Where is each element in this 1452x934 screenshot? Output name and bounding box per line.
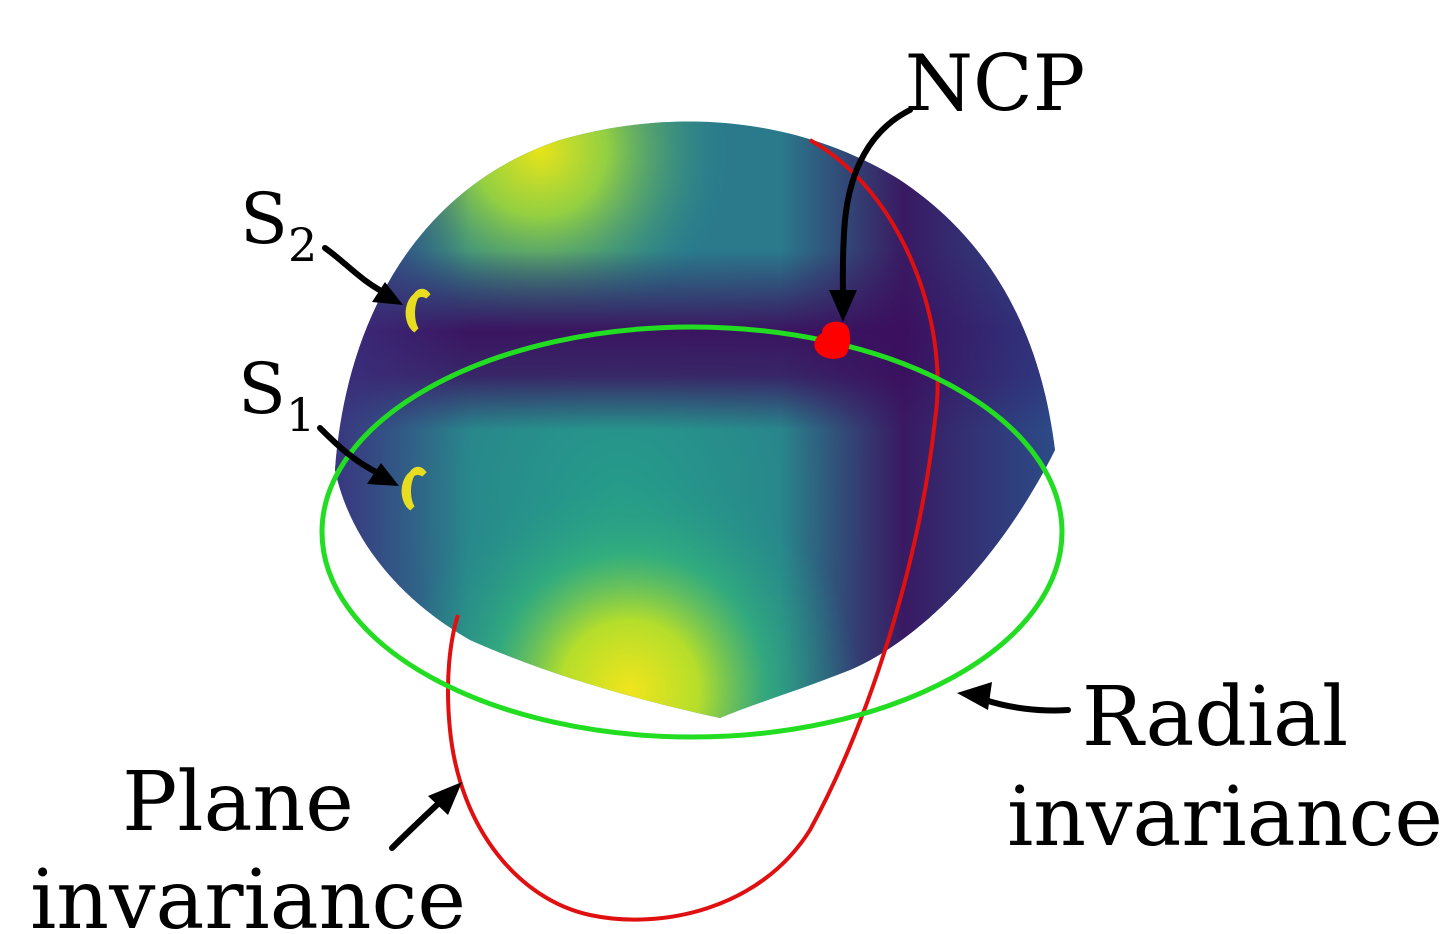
label-radial-line2: invariance	[1007, 770, 1443, 865]
sample-point-s2	[405, 288, 431, 333]
label-ncp: NCP	[905, 39, 1085, 129]
label-radial-line1: Radial	[1082, 670, 1348, 765]
hemisphere-surface	[335, 121, 1055, 718]
arrows	[317, 107, 1071, 851]
arrowhead-radial	[957, 682, 992, 710]
label-s2: S2	[240, 178, 317, 272]
label-s2-sub: 2	[288, 218, 317, 272]
label-plane-line1: Plane	[122, 755, 354, 850]
arrowhead-plane	[428, 782, 462, 815]
arrowhead-ncp	[829, 290, 857, 322]
arrow-plane	[389, 799, 443, 851]
label-s1: S1	[238, 348, 315, 442]
label-plane-line2: invariance	[30, 853, 466, 934]
arrowheads	[367, 282, 992, 815]
plane-invariance-ring	[445, 138, 940, 922]
arrow-s2	[322, 245, 388, 296]
label-s1-base: S	[238, 348, 286, 430]
label-s2-base: S	[240, 178, 288, 260]
sample-point-s1	[401, 466, 427, 511]
ncp-point	[814, 321, 851, 359]
arrow-radial	[982, 697, 1071, 714]
radial-invariance-ring	[319, 324, 1065, 740]
label-s1-sub: 1	[286, 388, 315, 442]
arrow-s1	[317, 425, 383, 477]
arrowhead-s1	[367, 463, 399, 486]
arrow-ncp	[839, 107, 913, 298]
arrowhead-s2	[372, 282, 403, 305]
